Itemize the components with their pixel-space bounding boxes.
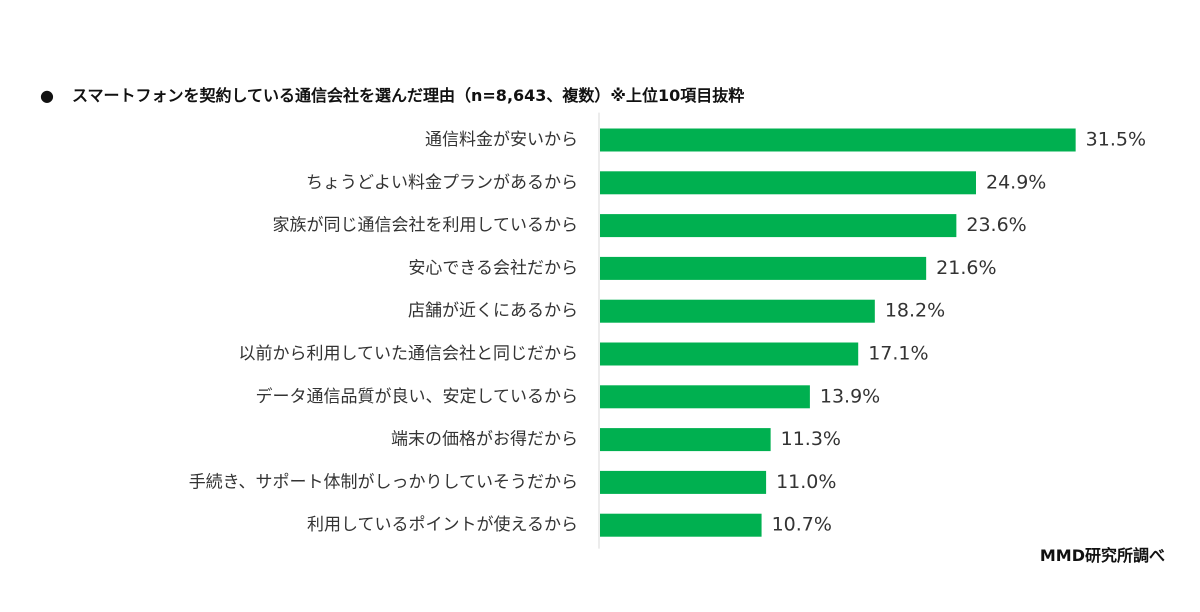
category-label: データ通信品質が良い、安定しているから (256, 386, 579, 407)
bar (600, 513, 762, 537)
bar (600, 470, 767, 494)
data-label: 23.6% (966, 214, 1026, 236)
source-credit: MMD研究所調べ (1039, 546, 1165, 565)
category-label: 安心できる会社だから (408, 258, 578, 278)
data-label: 18.2% (885, 300, 945, 322)
category-label: 通信料金が安いから (425, 130, 578, 150)
category-label: 利用しているポイントが使えるから (307, 514, 578, 535)
data-label: 24.9% (986, 171, 1046, 193)
bar (600, 428, 771, 452)
title-bullet: ● (40, 86, 54, 105)
bar (600, 299, 875, 323)
data-label: 10.7% (772, 514, 832, 536)
category-label: 店舗が近くにあるから (408, 301, 578, 321)
category-label: 端末の価格がお得だから (391, 430, 578, 450)
title-text: スマートフォンを契約している通信会社を選んだ理由（n=8,643、複数）※上位1… (71, 86, 745, 105)
data-label: 21.6% (936, 257, 996, 279)
bar (600, 214, 957, 238)
bar (600, 385, 810, 409)
bar (600, 342, 859, 366)
data-label: 11.0% (776, 471, 836, 493)
bar (600, 128, 1076, 152)
category-label: ちょうどよい料金プランがあるから (306, 173, 578, 193)
data-label: 13.9% (820, 385, 880, 407)
data-label: 11.3% (781, 428, 841, 450)
bar (600, 256, 927, 280)
chart-title: ● スマートフォンを契約している通信会社を選んだ理由（n=8,643、複数）※上位… (40, 82, 744, 106)
data-label: 17.1% (868, 343, 928, 365)
category-label: 以前から利用していた通信会社と同じだから (239, 344, 579, 364)
category-label: 手続き、サポート体制がしっかりしていそうだから (189, 472, 578, 492)
data-label: 31.5% (1086, 129, 1146, 151)
category-label: 家族が同じ通信会社を利用しているから (273, 216, 579, 236)
bar (600, 171, 976, 195)
